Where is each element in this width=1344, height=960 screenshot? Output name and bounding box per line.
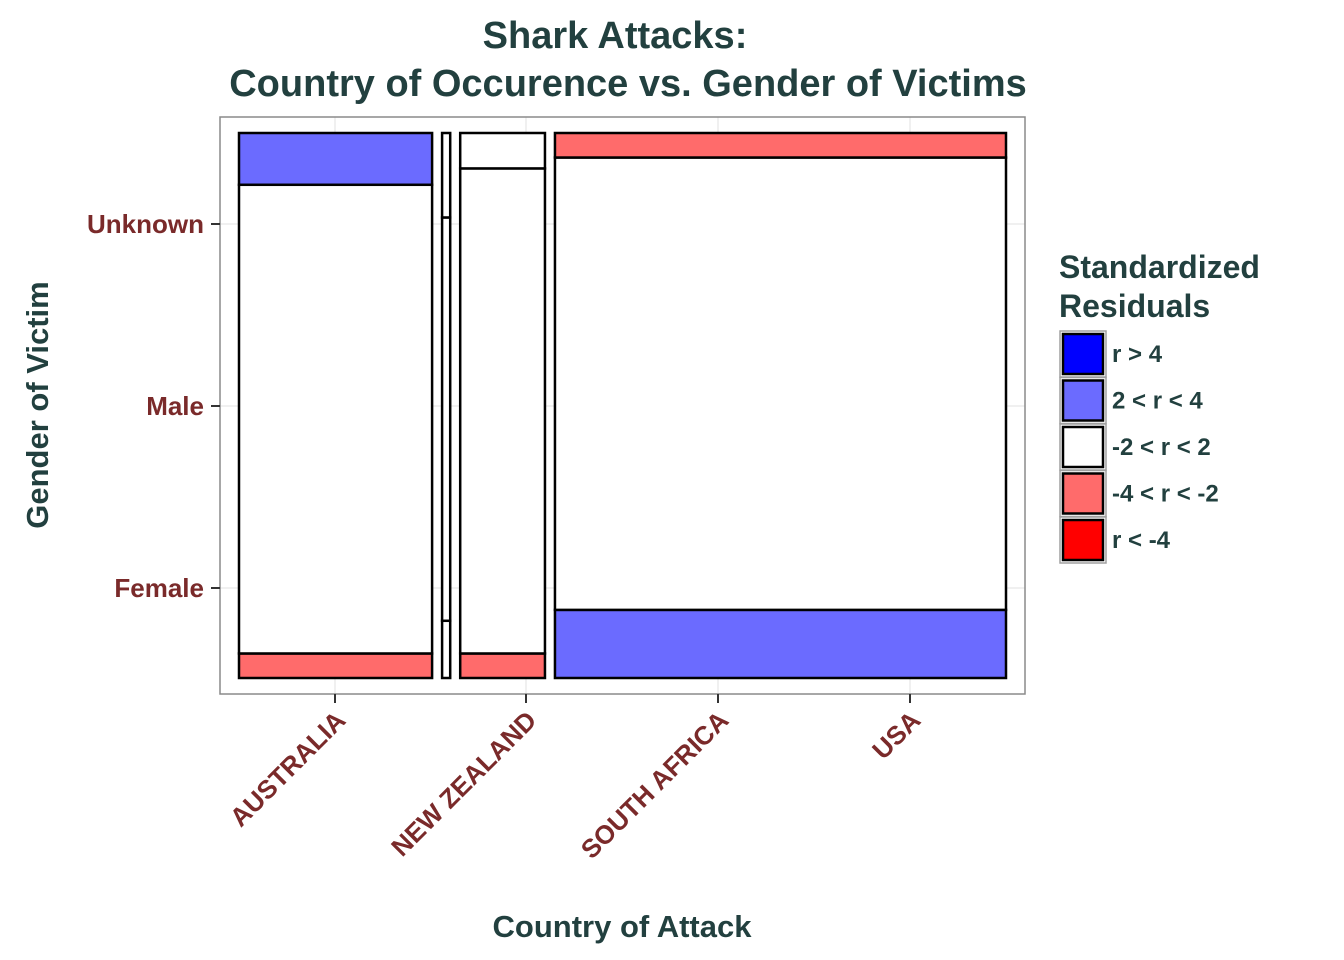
legend-label: 2 < r < 4 — [1112, 388, 1203, 415]
legend-swatch — [1061, 379, 1105, 422]
legend-label: r < -4 — [1112, 527, 1171, 554]
mosaic-cell-usa-unknown — [553, 131, 1008, 159]
mosaic-cell-new-zealand-unknown — [440, 131, 452, 219]
x-tick-label: USA — [866, 705, 926, 765]
x-axis: AUSTRALIA NEW ZEALAND SOUTH AFRICA USA — [224, 694, 926, 865]
chart-title: Shark Attacks: — [483, 15, 748, 57]
legend-swatch — [1061, 332, 1105, 376]
x-tick-label: AUSTRALIA — [224, 705, 352, 833]
mosaic-cell-australia-unknown — [237, 131, 434, 187]
mosaic-cells — [237, 131, 1008, 680]
legend-label: -2 < r < 2 — [1112, 434, 1211, 461]
chart-subtitle: Country of Occurence vs. Gender of Victi… — [229, 63, 1027, 105]
mosaic-cell-new-zealand-male — [440, 216, 452, 623]
y-axis: Female Male Unknown — [87, 209, 220, 603]
legend-swatch — [1061, 472, 1105, 515]
mosaic-cell-usa-female — [553, 608, 1008, 680]
mosaic-cell-south-africa-female — [458, 652, 547, 680]
x-tick-label: NEW ZEALAND — [385, 705, 542, 862]
legend-swatch — [1061, 425, 1105, 469]
legend-title-line1: Standardized — [1059, 249, 1260, 285]
x-tick-label: SOUTH AFRICA — [575, 705, 735, 865]
legend-swatch — [1061, 518, 1105, 562]
legend-label: r > 4 — [1112, 341, 1163, 368]
y-tick-label: Male — [146, 391, 204, 421]
mosaic-cell-australia-male — [237, 183, 434, 655]
x-axis-title: Country of Attack — [493, 909, 753, 944]
legend: Standardized Residuals r > 4 2 < r < 4 -2 … — [1059, 249, 1260, 564]
mosaic-cell-south-africa-unknown — [458, 131, 547, 170]
mosaic-cell-new-zealand-female — [440, 619, 452, 680]
mosaic-cell-usa-male — [553, 156, 1008, 612]
y-tick-label: Female — [114, 573, 204, 603]
mosaic-cell-australia-female — [237, 652, 434, 680]
legend-label: -4 < r < -2 — [1112, 481, 1219, 508]
legend-title-line2: Residuals — [1059, 288, 1210, 324]
y-tick-label: Unknown — [87, 209, 204, 239]
mosaic-cell-south-africa-male — [458, 167, 547, 655]
y-axis-title: Gender of Victim — [20, 281, 55, 529]
